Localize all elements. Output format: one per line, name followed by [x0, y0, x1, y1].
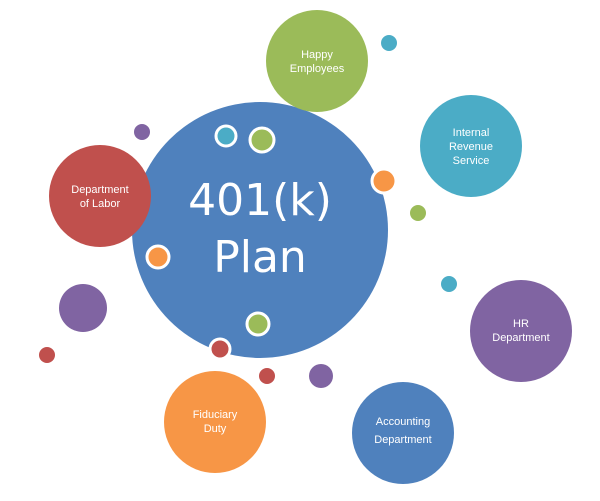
hub-dot-green-bottom: [245, 311, 271, 337]
node-label-line: of Labor: [80, 198, 121, 210]
dot-purple-small: [134, 124, 150, 140]
node-circle: [470, 280, 572, 382]
node-label-line: Service: [453, 155, 490, 167]
node-label-line: Accounting: [376, 416, 430, 428]
dot-red-left: [39, 347, 55, 363]
hub-dot-orange-right: [370, 167, 398, 195]
node-label-line: Internal: [453, 127, 490, 139]
node-circle: [266, 10, 368, 112]
hub-dot-orange-left: [145, 244, 171, 270]
node-label-line: HR: [513, 318, 529, 330]
node-department-of-labor: Department of Labor: [49, 145, 151, 247]
node-happy-employees: Happy Employees: [266, 10, 368, 112]
dot-green-right: [410, 205, 426, 221]
dot-teal-top: [381, 35, 397, 51]
node-internal-revenue-service: Internal Revenue Service: [420, 95, 522, 197]
center-node: 401(k) Plan: [132, 102, 388, 358]
floating-dots: [39, 35, 457, 388]
node-fiduciary-duty: Fiduciary Duty: [164, 371, 266, 473]
dot-teal-right: [441, 276, 457, 292]
node-label-line: Department: [492, 332, 549, 344]
dot-purple-large: [59, 284, 107, 332]
node-label-line: Duty: [204, 423, 227, 435]
node-label-line: Fiduciary: [193, 409, 238, 421]
hub-dots: [145, 124, 398, 361]
hub-dot-green-top: [248, 126, 276, 154]
center-title-line2: Plan: [213, 232, 307, 283]
hub-dot-teal: [214, 124, 238, 148]
node-label-line: Revenue: [449, 141, 493, 153]
node-circle: [420, 95, 522, 197]
node-hr-department: HR Department: [470, 280, 572, 382]
dot-red-bottom: [259, 368, 275, 384]
center-title-line1: 401(k): [188, 175, 332, 226]
node-label-line: Employees: [290, 63, 345, 75]
node-circle: [49, 145, 151, 247]
node-label-line: Department: [71, 184, 128, 196]
node-label-line: Happy: [301, 49, 333, 61]
node-label-line: Department: [374, 434, 431, 446]
dot-purple-bottom: [309, 364, 333, 388]
center-circle: [132, 102, 388, 358]
node-circle: [352, 382, 454, 484]
node-circle: [164, 371, 266, 473]
node-accounting-department: Accounting Department: [352, 382, 454, 484]
hub-dot-red-bottom: [208, 337, 232, 361]
